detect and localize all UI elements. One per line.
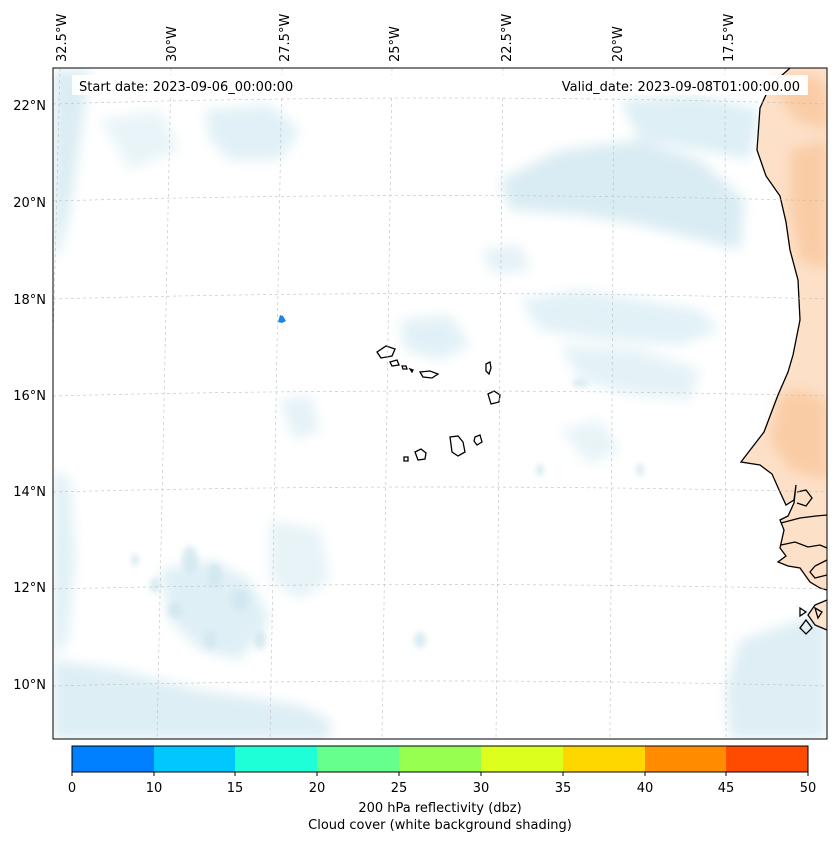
colorbar-segment bbox=[154, 746, 236, 772]
lat-label: 14°N bbox=[13, 485, 46, 500]
lat-label: 22°N bbox=[13, 99, 46, 114]
lon-label: 27.5°W bbox=[278, 14, 293, 62]
lon-label: 32.5°W bbox=[55, 14, 70, 62]
cloud-cover-shading bbox=[53, 70, 827, 739]
colorbar-tick: 45 bbox=[718, 781, 735, 796]
colorbar-segment bbox=[726, 746, 808, 772]
start-date-label: Start date: 2023-09-06_00:00:00 bbox=[79, 80, 293, 95]
colorbar: 0 10 15 20 25 30 35 40 45 50 bbox=[68, 745, 817, 796]
lat-label: 16°N bbox=[13, 389, 46, 404]
colorbar-tick: 20 bbox=[309, 781, 326, 796]
valid-date-label: Valid_date: 2023-09-08T01:00:00.00 bbox=[562, 80, 800, 95]
colorbar-segment bbox=[481, 746, 563, 772]
colorbar-segment bbox=[235, 746, 317, 772]
lat-label: 20°N bbox=[13, 196, 46, 211]
colorbar-title: 200 hPa reflectivity (dbz) bbox=[358, 801, 522, 816]
latitude-labels: 22°N 20°N 18°N 16°N 14°N 12°N 10°N bbox=[13, 99, 46, 693]
colorbar-tick: 0 bbox=[68, 781, 76, 796]
lon-label: 25°W bbox=[388, 26, 403, 62]
colorbar-tick: 25 bbox=[391, 781, 408, 796]
lon-label: 22.5°W bbox=[500, 14, 515, 62]
lon-label: 30°W bbox=[165, 26, 180, 62]
colorbar-tick: 30 bbox=[473, 781, 490, 796]
land-mass-africa bbox=[741, 68, 827, 630]
map-plot-area: Start date: 2023-09-06_00:00:00 Valid_da… bbox=[53, 68, 827, 739]
coastline bbox=[739, 68, 827, 635]
map-gridlines bbox=[53, 68, 827, 739]
colorbar-segment bbox=[72, 746, 154, 772]
lat-label: 10°N bbox=[13, 678, 46, 693]
cloud-cover-cells bbox=[131, 379, 644, 650]
colorbar-subtitle: Cloud cover (white background shading) bbox=[308, 818, 572, 833]
lon-label: 20°W bbox=[611, 26, 626, 62]
cape-verde-islands bbox=[376, 345, 501, 462]
colorbar-frame bbox=[71, 745, 809, 773]
longitude-labels: 32.5°W 30°W 27.5°W 25°W 22.5°W 20°W 17.5… bbox=[55, 14, 737, 62]
colorbar-tick: 10 bbox=[146, 781, 163, 796]
info-banner bbox=[72, 75, 808, 95]
colorbar-tick: 40 bbox=[637, 781, 654, 796]
lon-label: 17.5°W bbox=[722, 14, 737, 62]
colorbar-segment bbox=[317, 746, 399, 772]
lat-label: 12°N bbox=[13, 581, 46, 596]
map-frame bbox=[52, 67, 828, 740]
reflectivity-cell bbox=[278, 315, 286, 323]
colorbar-segment bbox=[563, 746, 645, 772]
colorbar-segment bbox=[399, 746, 481, 772]
colorbar-tick: 50 bbox=[800, 781, 817, 796]
lat-label: 18°N bbox=[13, 293, 46, 308]
colorbar-tick: 35 bbox=[555, 781, 572, 796]
colorbar-segment bbox=[645, 746, 727, 772]
colorbar-tick: 15 bbox=[227, 781, 244, 796]
